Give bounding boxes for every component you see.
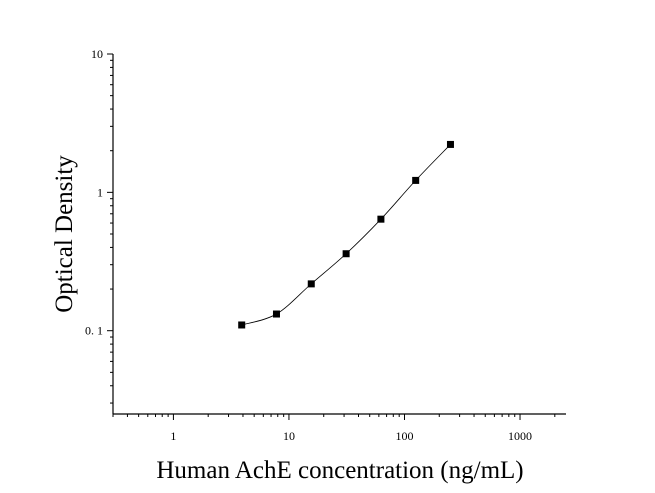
- y-tick-label: 10: [91, 47, 103, 61]
- y-tick-label: 0. 1: [85, 324, 103, 338]
- x-tick-label: 1000: [508, 429, 532, 443]
- y-axis-title: Optical Density: [51, 155, 78, 313]
- fit-curve: [241, 144, 451, 326]
- plot-area: 1 10 100 1000 0. 1 1 10: [85, 47, 566, 443]
- x-axis-title: Human AchE concentration (ng/mL): [156, 457, 523, 484]
- data-point: [377, 215, 385, 223]
- x-tick-label: 10: [283, 429, 295, 443]
- data-points: [238, 140, 454, 329]
- data-point: [307, 280, 315, 288]
- x-axis-ticks: 1 10 100 1000: [112, 414, 556, 443]
- data-point: [412, 176, 420, 184]
- data-point: [238, 321, 246, 329]
- x-tick-label: 1: [170, 429, 176, 443]
- y-tick-label: 1: [97, 185, 103, 199]
- x-tick-label: 100: [395, 429, 413, 443]
- data-point: [272, 310, 280, 318]
- data-point: [446, 140, 454, 148]
- data-point: [342, 250, 350, 258]
- y-axis-ticks: 0. 1 1 10: [85, 47, 113, 404]
